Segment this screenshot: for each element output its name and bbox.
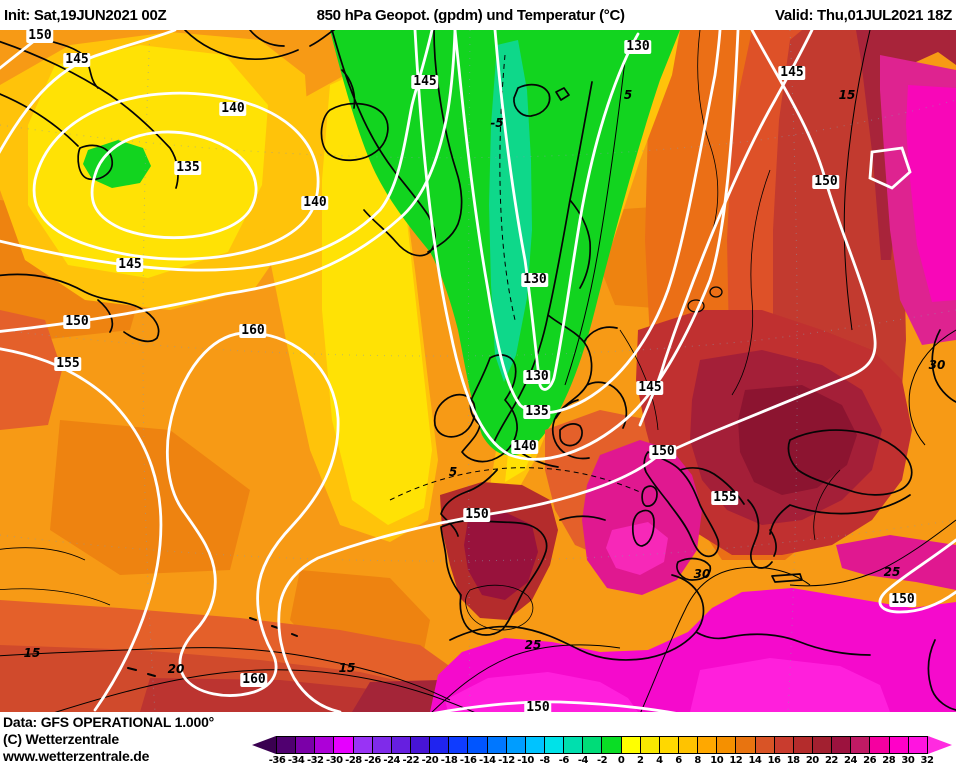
legend-tick: -30 <box>326 755 343 766</box>
legend-ticks: -36 -34 -32 -30 -28 -26 -24 -22 -20 -18 -16 -14 -12-… <box>252 755 952 767</box>
copyright-line: (C) Wetterzentrale <box>3 731 119 747</box>
legend-segment <box>296 737 316 753</box>
legend-tick: 30 <box>901 755 915 766</box>
legend-tick: 26 <box>863 755 877 766</box>
legend-tick: 2 <box>637 755 644 766</box>
map-svg <box>0 30 956 712</box>
legend-segment <box>640 737 660 753</box>
legend-segment <box>334 737 354 753</box>
legend-segment <box>832 737 852 753</box>
legend-segment <box>372 737 392 753</box>
legend-tick: -12 <box>498 755 515 766</box>
legend-segment <box>659 737 679 753</box>
legend-bar <box>252 736 952 754</box>
legend-segment <box>525 737 545 753</box>
website-line: www.wetterzentrale.de <box>3 748 150 764</box>
legend-tick: -36 <box>268 755 286 766</box>
legend-tick: 8 <box>694 755 701 766</box>
legend-segment <box>793 737 813 753</box>
header: Init: Sat,19JUN2021 00Z 850 hPa Geopot. … <box>0 0 956 30</box>
legend-segment <box>449 737 469 753</box>
legend-tick: -4 <box>577 755 589 766</box>
legend-tick: -22 <box>402 755 420 766</box>
legend-tick: -8 <box>539 755 551 766</box>
legend-tick: -24 <box>383 755 400 766</box>
legend-segment <box>544 737 565 753</box>
legend-tick: 32 <box>920 755 934 766</box>
legend-tick: 12 <box>729 755 743 766</box>
legend-segment <box>812 737 833 753</box>
legend-segment <box>908 737 927 753</box>
legend-tick: 22 <box>824 755 838 766</box>
legend-segment <box>717 737 737 753</box>
legend-tick: -18 <box>440 755 458 766</box>
init-value: Sat,19JUN2021 00Z <box>33 6 167 24</box>
map-title: 850 hPa Geopot. (gpdm) und Temperatur (°… <box>316 6 625 24</box>
footer: Data: GFS OPERATIONAL 1.000° (C) Wetterz… <box>0 712 956 768</box>
legend-segment <box>621 737 641 753</box>
legend-segment <box>506 737 526 753</box>
legend-tick: 16 <box>767 755 781 766</box>
legend-tick: 20 <box>805 755 819 766</box>
legend-segment <box>564 737 584 753</box>
valid-value: Thu,01JUL2021 18Z <box>817 6 952 24</box>
legend-segment <box>774 737 794 753</box>
legend-segment <box>391 737 411 753</box>
legend-tick: -20 <box>421 755 439 766</box>
init-label: Init: <box>4 6 30 24</box>
legend-segment <box>602 737 622 753</box>
legend: -36 -34 -32 -30 -28 -26 -24 -22 -20 -18 -16 -14 -12-… <box>252 736 952 768</box>
legend-segment <box>487 737 507 753</box>
legend-tick: -16 <box>459 755 477 766</box>
init-time: Init: Sat,19JUN2021 00Z <box>4 6 167 24</box>
legend-tick: 24 <box>844 755 857 766</box>
legend-tick: -32 <box>306 755 324 766</box>
graticule <box>0 30 956 712</box>
legend-segment <box>870 737 890 753</box>
legend-right-arrow-icon <box>928 736 952 754</box>
legend-segment <box>353 737 373 753</box>
legend-tick: -2 <box>596 755 608 766</box>
legend-segment <box>851 737 871 753</box>
legend-segment <box>277 737 297 753</box>
legend-segment <box>410 737 431 753</box>
legend-segment <box>315 737 335 753</box>
valid-label: Valid: <box>774 6 814 24</box>
legend-segments <box>276 736 928 754</box>
legend-segment <box>889 737 909 753</box>
legend-segment <box>430 737 450 753</box>
legend-tick: -14 <box>478 755 496 766</box>
legend-tick: 10 <box>710 755 724 766</box>
data-source-line: Data: GFS OPERATIONAL 1.000° <box>3 714 215 730</box>
legend-segment <box>468 737 488 753</box>
legend-segment <box>698 737 718 753</box>
legend-tick: 0 <box>617 755 625 766</box>
legend-tick: 4 <box>656 755 663 766</box>
temperature-fill <box>0 30 956 712</box>
legend-tick: -28 <box>345 755 362 766</box>
legend-segment <box>755 737 775 753</box>
legend-tick: 18 <box>786 755 800 766</box>
legend-tick: -6 <box>558 755 570 766</box>
legend-tick: -26 <box>364 755 381 766</box>
legend-tick: 6 <box>675 755 682 766</box>
legend-left-arrow-icon <box>252 736 276 754</box>
legend-tick: -10 <box>517 755 534 766</box>
legend-tick: -34 <box>287 755 305 766</box>
legend-segment <box>583 737 603 753</box>
legend-tick: 28 <box>882 755 896 766</box>
legend-segment <box>678 737 699 753</box>
legend-segment <box>736 737 756 753</box>
credits: Data: GFS OPERATIONAL 1.000° (C) Wetterz… <box>3 714 214 765</box>
legend-tick: 14 <box>748 755 762 766</box>
weather-map: 150 145 140 135 140 145 145 130 145 150 130 130 135 1… <box>0 29 956 715</box>
valid-time: Valid: Thu,01JUL2021 18Z <box>775 7 952 24</box>
temperature-contours <box>0 30 956 712</box>
